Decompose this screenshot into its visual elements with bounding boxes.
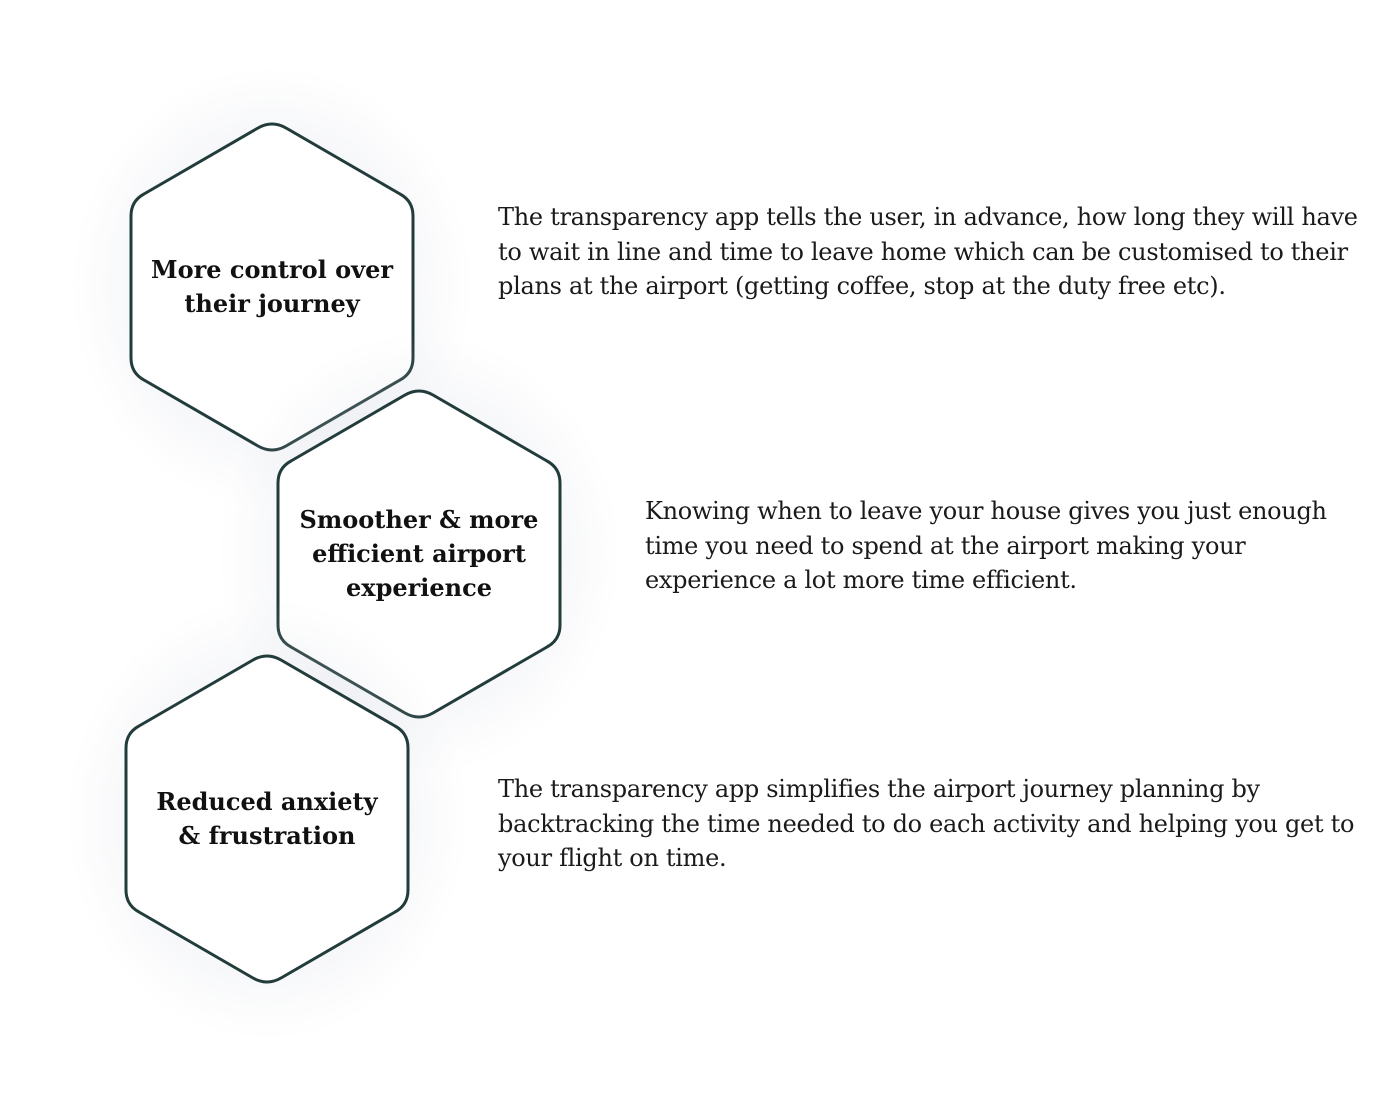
description-smoother-experience: Knowing when to leave your house gives y… (645, 497, 1327, 594)
hexagon-label: Reduced anxiety & frustration (156, 787, 378, 850)
hexagon-shape (124, 654, 410, 984)
hexagon-shape (276, 389, 562, 719)
hexagon-label: More control over their journey (151, 255, 393, 318)
hexagon-reduced-anxiety: Reduced anxiety & frustration (64, 596, 470, 1042)
hexagon-shape (129, 122, 415, 452)
description-reduced-anxiety: The transparency app simplifies the airp… (498, 775, 1355, 872)
description-more-control: The transparency app tells the user, in … (498, 203, 1358, 300)
hexagon-more-control: More control over their journey (69, 64, 475, 510)
hexagon-label: Smoother & more efficient airport experi… (299, 505, 539, 602)
